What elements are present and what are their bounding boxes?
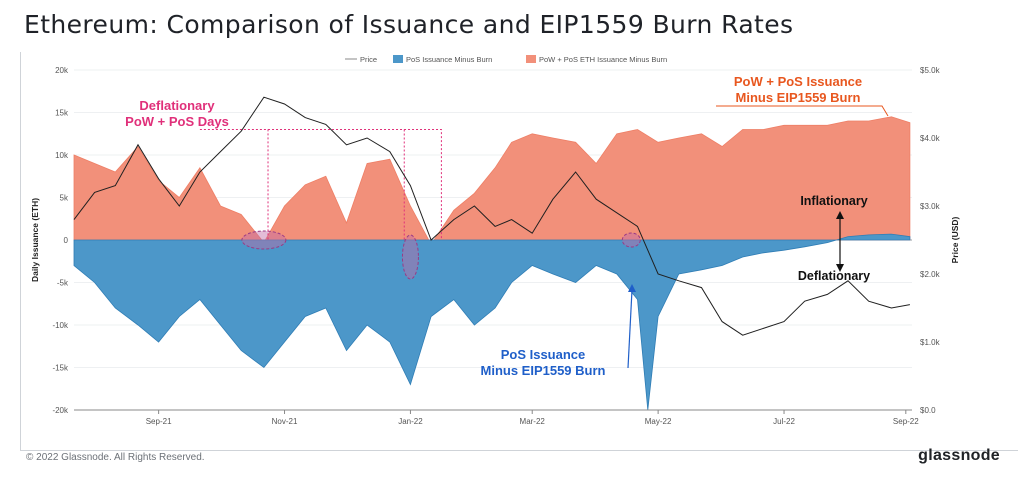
series-pow-pos-area: [73, 116, 911, 246]
y-left-tick-label: 5k: [60, 194, 69, 203]
y-right-tick-label: $5.0k: [920, 66, 941, 75]
legend-swatch-pow-pos: [526, 55, 536, 63]
annotation-pos-issuance: Minus EIP1559 Burn: [481, 363, 606, 378]
deflationary-highlight: [401, 234, 419, 280]
annotation-pos-issuance: PoS Issuance: [501, 347, 586, 362]
x-tick-label: Jan-22: [398, 417, 423, 426]
y-left-tick-label: -20k: [52, 406, 69, 415]
legend-item-price: Price: [360, 55, 377, 64]
annotation-arrow: [716, 105, 889, 117]
series-price-line: [73, 96, 910, 336]
deflationary-highlight: [621, 232, 641, 248]
x-tick-label: Sep-22: [893, 417, 919, 426]
annotation-deflationary-days: Deflationary: [139, 98, 215, 113]
y-left-tick-label: -10k: [52, 321, 69, 330]
y-left-tick-label: 0: [64, 236, 69, 245]
page-title: Ethereum: Comparison of Issuance and EIP…: [24, 10, 794, 39]
annotation-pow-pos-issuance: Minus EIP1559 Burn: [736, 90, 861, 105]
brand-logo: glassnode: [918, 447, 1000, 464]
annotation-arrowhead: [836, 264, 844, 272]
annotation-deflationary-days: PoW + PoS Days: [125, 114, 229, 129]
x-tick-label: Mar-22: [520, 417, 546, 426]
copyright-text: © 2022 Glassnode. All Rights Reserved.: [26, 452, 205, 463]
x-tick-label: Sep-21: [146, 417, 172, 426]
y-left-tick-label: 10k: [55, 151, 69, 160]
x-tick-label: Jul-22: [773, 417, 795, 426]
deflationary-highlight: [241, 230, 287, 250]
y-left-tick-label: 15k: [55, 109, 69, 118]
legend-item-pos: PoS Issuance Minus Burn: [406, 55, 492, 64]
y-right-tick-label: $4.0k: [920, 134, 941, 143]
chart-frame: [20, 52, 1018, 451]
y-right-axis-label: Price (USD): [950, 216, 960, 263]
annotation-inflationary: Inflationary: [800, 194, 867, 208]
y-right-tick-label: $1.0k: [920, 338, 941, 347]
y-right-tick-label: $3.0k: [920, 202, 941, 211]
annotation-arrowhead: [628, 284, 636, 292]
y-right-tick-label: $2.0k: [920, 270, 941, 279]
x-tick-label: Nov-21: [272, 417, 298, 426]
annotation-deflationary: Deflationary: [798, 269, 870, 283]
annotation-pow-pos-issuance: PoW + PoS Issuance: [734, 74, 862, 89]
y-left-tick-label: -5k: [57, 279, 69, 288]
annotation-arrow: [627, 289, 633, 369]
x-tick-label: May-22: [645, 417, 672, 426]
y-left-axis-label: Daily Issuance (ETH): [30, 198, 40, 282]
deflationary-bracket: [268, 129, 442, 240]
y-left-tick-label: 20k: [55, 66, 69, 75]
y-right-tick-label: $0.0: [920, 406, 936, 415]
series-pos-area: [73, 233, 911, 411]
legend-swatch-pos: [393, 55, 403, 63]
y-left-tick-label: -15k: [52, 364, 69, 373]
legend-item-pow-pos: PoW + PoS ETH Issuance Minus Burn: [539, 55, 667, 64]
annotation-arrowhead: [836, 211, 844, 219]
